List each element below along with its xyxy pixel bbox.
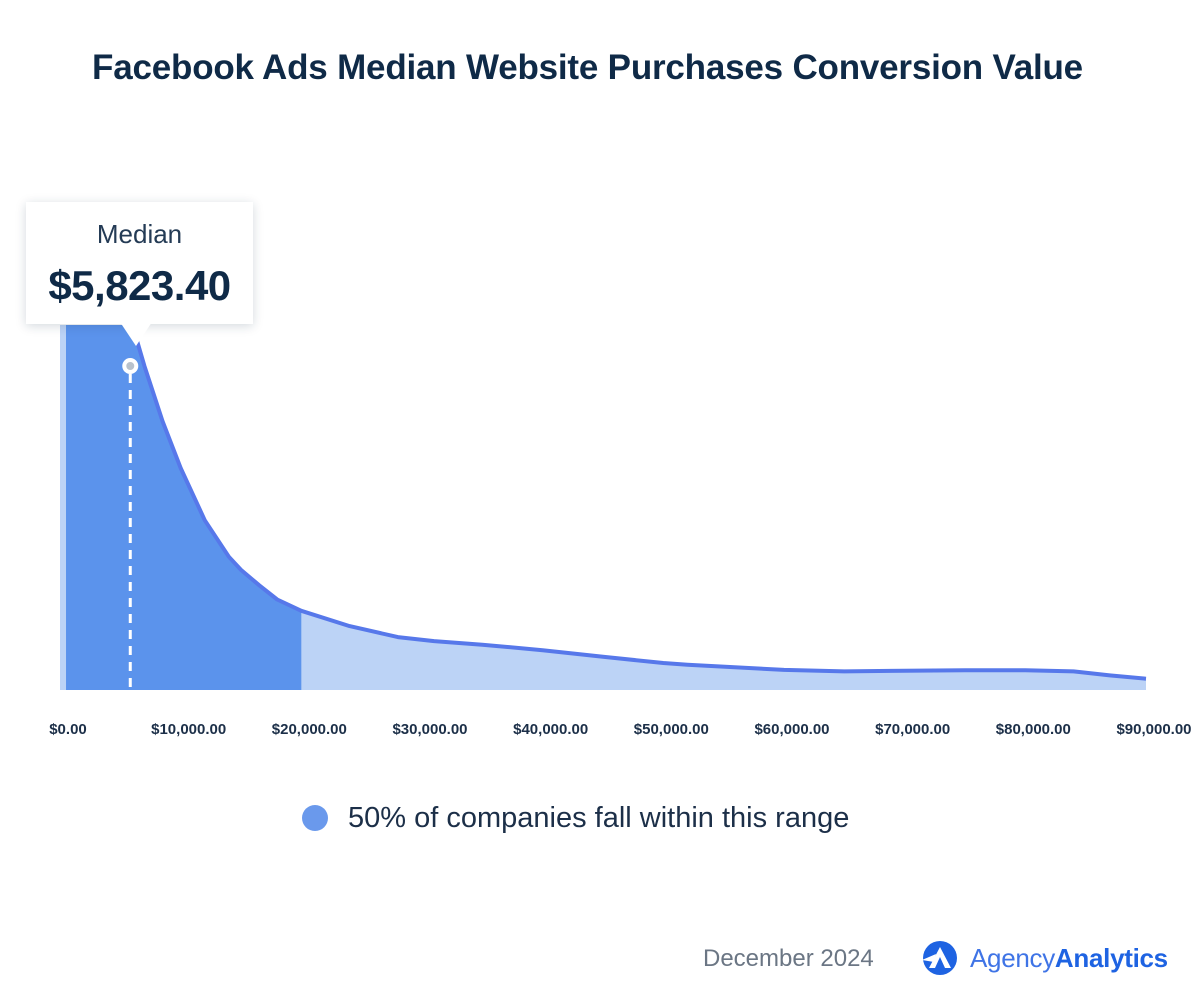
x-tick-label: $10,000.00 — [151, 721, 226, 738]
legend: 50% of companies fall within this range — [302, 798, 849, 838]
logo-word-agency: Agency — [970, 942, 1055, 973]
x-axis-ticks: $0.00 $10,000.00 $20,000.00 $30,000.00 $40,0… — [49, 721, 1191, 738]
x-tick-label: $90,000.00 — [1116, 721, 1191, 738]
logo-word-analytics: Analytics — [1054, 942, 1168, 973]
x-tick-label: $20,000.00 — [272, 721, 347, 738]
median-point-inner — [126, 362, 135, 370]
median-callout-value: $5,823.40 — [48, 262, 231, 309]
x-tick-label: $70,000.00 — [875, 721, 950, 738]
x-tick-label: $30,000.00 — [392, 721, 467, 738]
agencyanalytics-logo-icon — [922, 941, 957, 975]
median-callout-label: Median — [96, 219, 183, 249]
footer-date: December 2024 — [703, 945, 874, 972]
legend-dot-icon — [302, 805, 328, 831]
x-tick-label: $60,000.00 — [754, 721, 829, 738]
x-tick-label: $50,000.00 — [634, 721, 709, 738]
chart-title: Facebook Ads Median Website Purchases Co… — [92, 48, 1083, 87]
agencyanalytics-logo: AgencyAnalytics — [918, 938, 1168, 978]
median-marker — [122, 358, 139, 374]
median-callout: Median $5,823.40 — [26, 202, 253, 324]
logo-wordmark: AgencyAnalytics — [970, 943, 1168, 974]
legend-label: 50% of companies fall within this range — [348, 801, 850, 834]
x-tick-label: $40,000.00 — [513, 721, 588, 738]
distribution-curve-line — [130, 324, 1147, 681]
highlighted-range-area — [66, 325, 302, 690]
x-tick-label: $0.00 — [49, 721, 87, 738]
callout-pointer — [120, 322, 152, 346]
x-tick-label: $80,000.00 — [996, 721, 1071, 738]
